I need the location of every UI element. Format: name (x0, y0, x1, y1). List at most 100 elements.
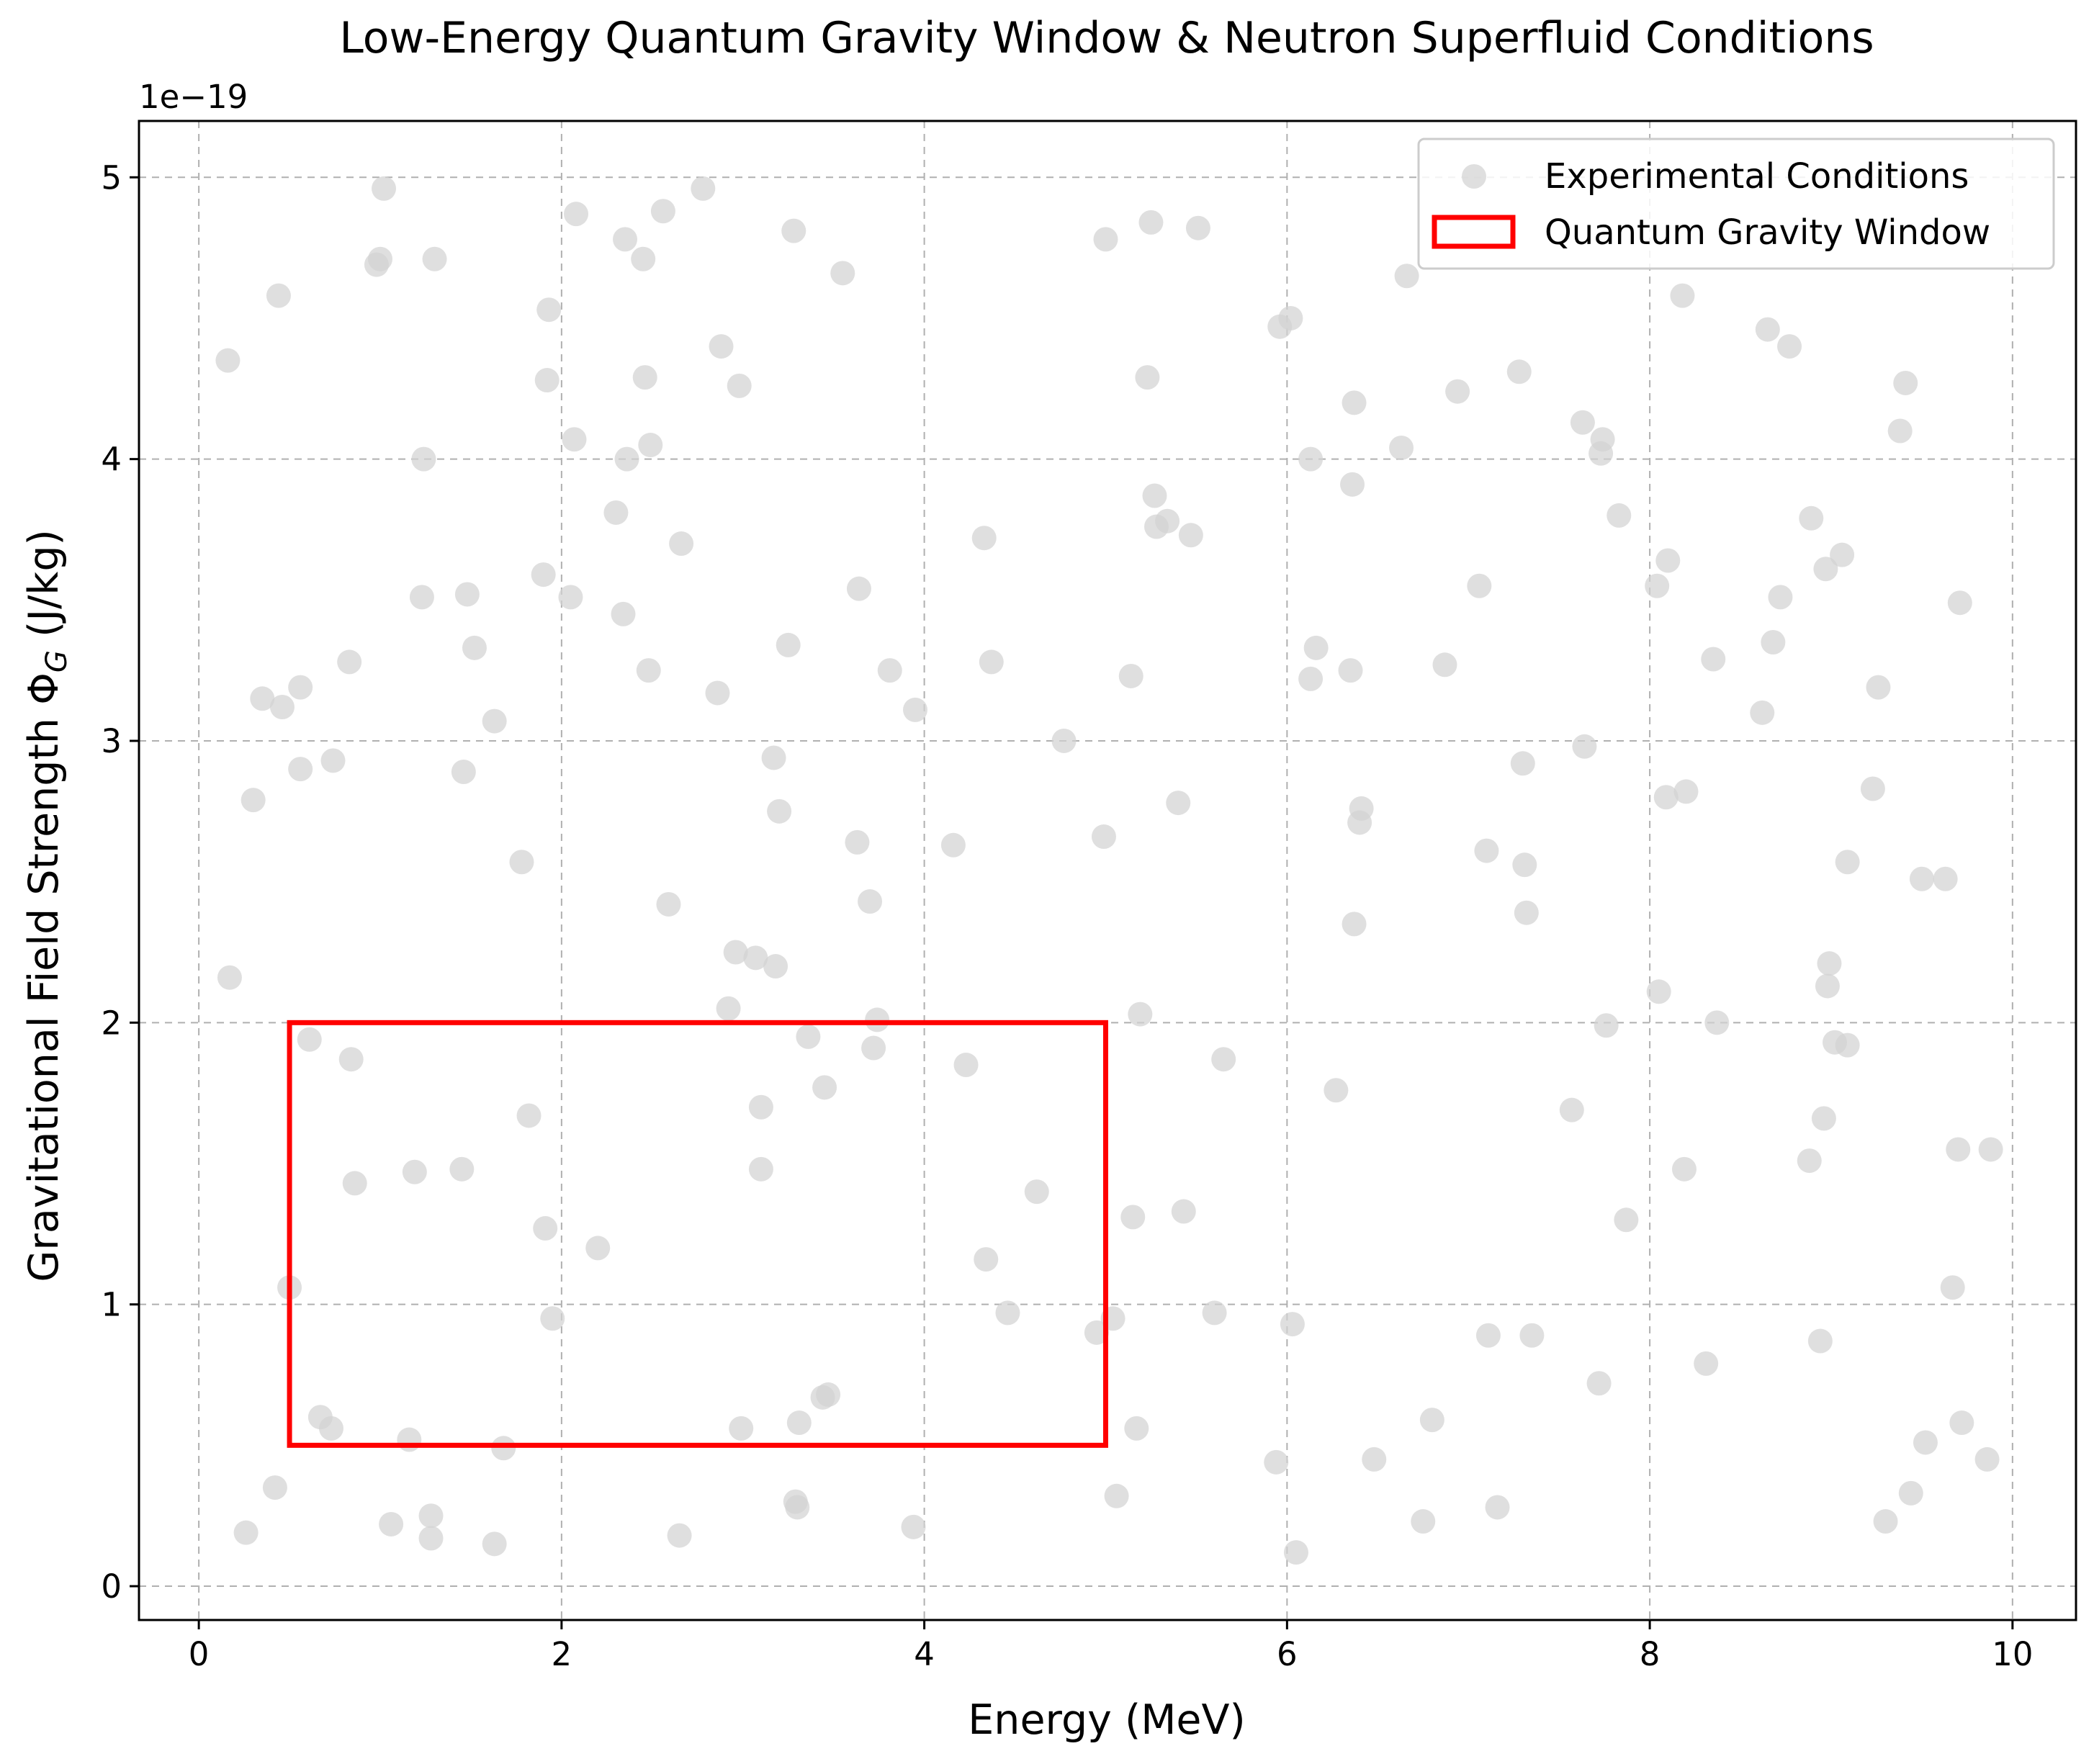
data-point-79 (812, 1075, 837, 1100)
data-point-185 (1866, 675, 1891, 700)
data-point-89 (903, 697, 928, 722)
data-point-165 (1694, 1351, 1719, 1376)
data-point-178 (1815, 973, 1840, 999)
data-point-97 (1051, 728, 1077, 753)
data-point-84 (858, 889, 883, 914)
data-point-75 (785, 1495, 810, 1520)
data-point-132 (1349, 796, 1374, 821)
data-point-54 (638, 433, 663, 458)
data-point-59 (691, 176, 716, 201)
y-tick-label-2: 2 (101, 1004, 122, 1042)
data-point-115 (1185, 215, 1210, 240)
data-point-24 (409, 585, 434, 610)
data-point-5 (262, 1475, 287, 1500)
y-axis-label-main: Gravitational Field Strength Φ (20, 672, 68, 1282)
data-point-169 (1755, 317, 1780, 342)
y-axis-label-unit: (J/kg) (20, 529, 68, 650)
data-point-130 (1342, 912, 1367, 937)
legend-label-experimental: Experimental Conditions (1545, 156, 1969, 197)
data-point-49 (613, 227, 638, 252)
data-point-159 (1646, 979, 1671, 1004)
data-point-108 (1138, 210, 1164, 235)
data-point-80 (816, 1382, 841, 1407)
data-point-95 (995, 1300, 1020, 1326)
data-point-142 (1475, 1323, 1501, 1348)
data-point-152 (1586, 1371, 1612, 1396)
data-point-26 (418, 1503, 444, 1529)
data-point-22 (397, 1427, 422, 1452)
data-point-91 (953, 1053, 979, 1078)
quantum-gravity-window (287, 1020, 1108, 1448)
x-tick-label-4: 8 (1640, 1635, 1661, 1673)
data-point-155 (1594, 1013, 1619, 1038)
data-point-127 (1338, 658, 1363, 683)
data-point-40 (534, 368, 560, 393)
data-point-36 (509, 850, 534, 875)
data-point-126 (1324, 1078, 1349, 1103)
data-point-25 (411, 446, 436, 472)
data-point-177 (1813, 557, 1838, 582)
data-point-158 (1645, 573, 1670, 598)
data-point-181 (1830, 542, 1855, 567)
data-point-0 (215, 348, 241, 373)
data-point-92 (971, 526, 997, 551)
data-point-42 (540, 1306, 565, 1331)
data-point-56 (656, 891, 681, 917)
data-point-151 (1572, 734, 1597, 759)
data-point-103 (1118, 663, 1143, 688)
data-point-33 (482, 708, 507, 734)
x-tick-label-0: 0 (189, 1635, 210, 1673)
y-tick-label-5: 5 (101, 158, 122, 197)
data-point-113 (1171, 1199, 1196, 1224)
data-point-61 (709, 334, 734, 359)
data-point-170 (1761, 630, 1786, 655)
data-point-187 (1887, 418, 1913, 444)
legend-label-window: Quantum Gravity Window (1545, 212, 1990, 253)
data-point-66 (743, 945, 768, 971)
data-point-4 (250, 686, 275, 711)
data-point-38 (531, 562, 556, 588)
data-point-47 (603, 500, 629, 525)
data-point-128 (1340, 472, 1365, 497)
data-point-195 (1947, 590, 1972, 616)
data-point-82 (845, 829, 870, 855)
data-point-196 (1949, 1410, 1974, 1436)
y-tick-label-4: 4 (101, 441, 122, 479)
data-points (215, 176, 2003, 1565)
data-point-76 (786, 1410, 812, 1436)
data-point-179 (1817, 951, 1842, 976)
data-point-70 (763, 954, 788, 979)
y-offset-label: 1e−19 (139, 78, 248, 116)
data-point-114 (1178, 523, 1203, 548)
data-point-98 (1084, 1320, 1109, 1345)
data-point-45 (564, 202, 589, 227)
data-point-176 (1811, 1106, 1836, 1131)
data-point-6 (266, 283, 291, 308)
data-point-81 (830, 261, 855, 286)
data-point-19 (367, 246, 392, 271)
data-point-136 (1411, 1509, 1436, 1534)
data-point-183 (1835, 850, 1860, 875)
data-point-53 (636, 658, 661, 683)
data-point-147 (1514, 900, 1539, 925)
data-point-69 (761, 745, 786, 770)
data-point-60 (705, 680, 730, 706)
data-point-190 (1909, 866, 1934, 891)
data-point-94 (979, 649, 1004, 675)
data-point-161 (1655, 548, 1681, 573)
data-point-48 (611, 601, 636, 626)
axis-ticks: 0 2 4 6 8 10 0 1 2 3 4 5 (101, 158, 2033, 1673)
data-point-144 (1506, 359, 1532, 384)
data-point-31 (454, 582, 480, 607)
data-point-63 (723, 940, 748, 965)
data-point-65 (729, 1416, 754, 1441)
data-point-150 (1570, 410, 1595, 435)
data-point-30 (451, 760, 476, 785)
data-point-88 (901, 1514, 926, 1539)
y-axis-label: Gravitational Field Strength ΦG (J/kg) (20, 529, 73, 1282)
data-point-135 (1394, 264, 1419, 289)
data-point-46 (585, 1236, 611, 1261)
data-point-116 (1202, 1300, 1227, 1326)
data-point-148 (1519, 1323, 1545, 1348)
